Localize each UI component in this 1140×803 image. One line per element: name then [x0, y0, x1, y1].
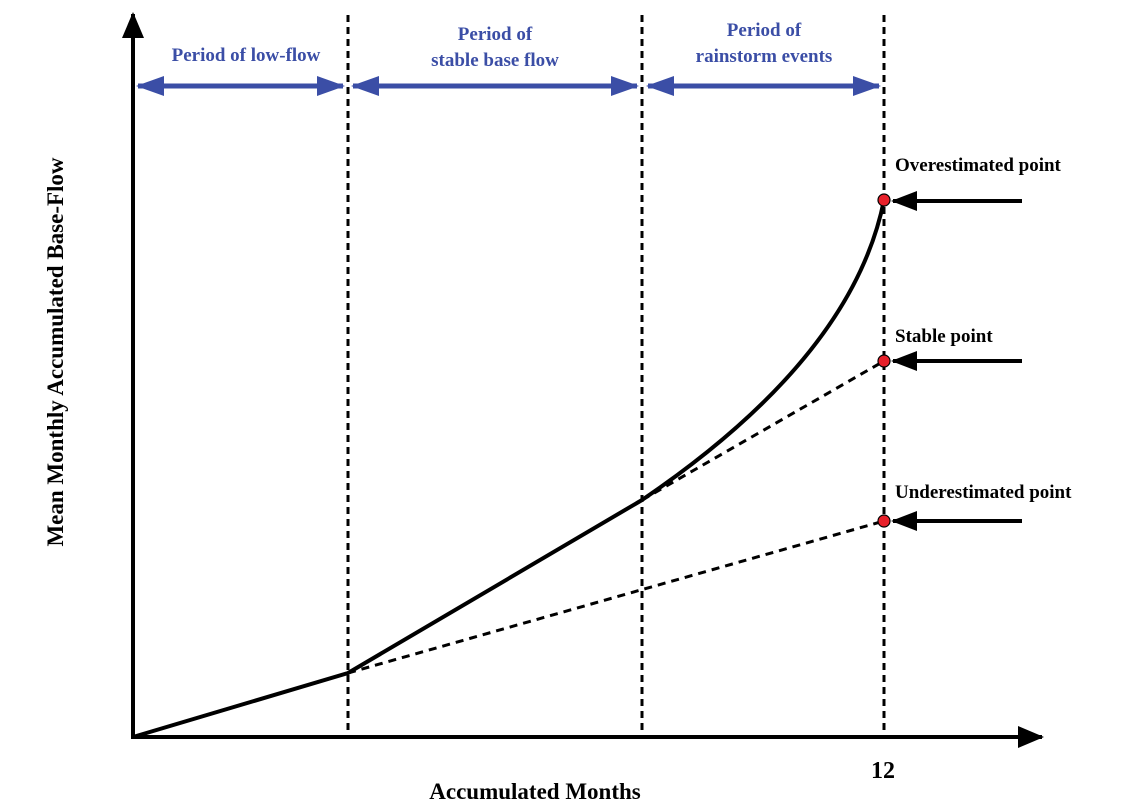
- point-label: Underestimated point: [895, 482, 1072, 503]
- period-label: stable base flow: [431, 50, 559, 71]
- dividers: [346, 15, 886, 737]
- point-label: Stable point: [895, 326, 993, 347]
- underestimate-line: [347, 519, 885, 675]
- period-label: rainstorm events: [696, 46, 833, 67]
- stable-line: [641, 359, 885, 502]
- x-axis-label: Accumulated Months: [429, 779, 641, 803]
- point-label: Overestimated point: [895, 155, 1062, 176]
- y-axis-label: Mean Monthly Accumulated Base-Flow: [43, 157, 68, 546]
- period-label: Period of: [727, 20, 802, 41]
- period-label: Period of: [458, 24, 533, 45]
- points: [877, 193, 891, 528]
- period-label: Period of low-flow: [172, 45, 321, 66]
- x-tick-label: 12: [871, 758, 895, 784]
- point-arrows: [891, 191, 1022, 531]
- base-flow-curve: [132, 199, 886, 739]
